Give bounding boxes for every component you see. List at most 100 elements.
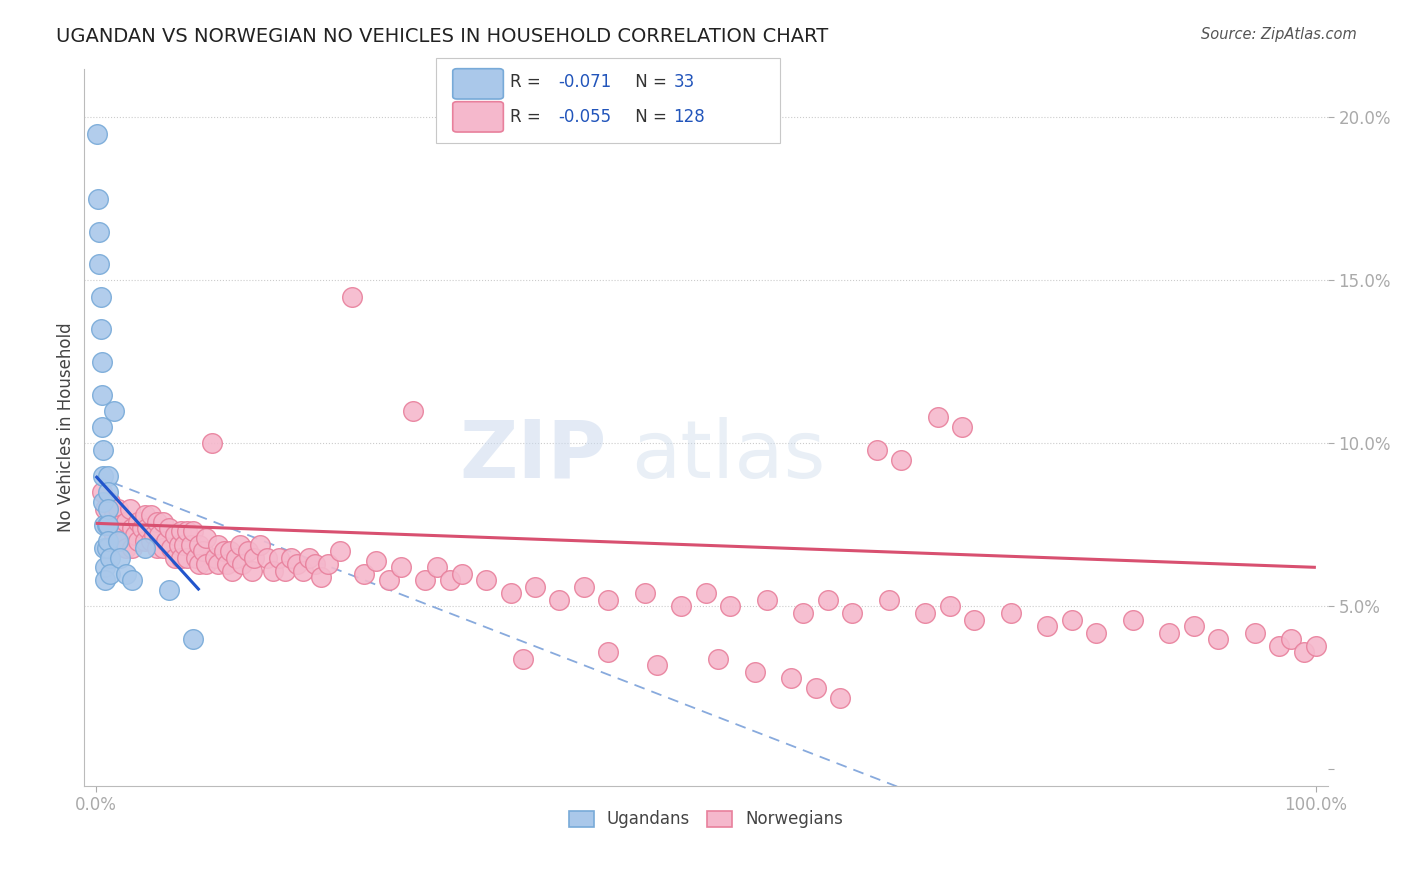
Point (512, 651, 534, 665)
Point (98, 550, 121, 565)
Point (671, 599, 693, 614)
Point (402, 404, 425, 418)
Text: UGANDAN VS NORWEGIAN NO VEHICLES IN HOUSEHOLD CORRELATION CHART: UGANDAN VS NORWEGIAN NO VEHICLES IN HOUS… (56, 27, 828, 45)
Point (755, 593, 778, 607)
Point (118, 501, 141, 516)
Text: R =: R = (510, 73, 547, 91)
Point (97, 501, 120, 516)
Point (963, 613, 986, 627)
Point (1244, 625, 1267, 640)
Point (157, 521, 180, 535)
Point (134, 508, 156, 523)
Point (107, 501, 129, 516)
Point (163, 550, 186, 565)
Point (292, 564, 315, 578)
Point (1292, 645, 1315, 659)
Point (121, 541, 143, 555)
Point (93, 541, 115, 555)
Point (157, 583, 180, 598)
Point (94, 574, 117, 588)
Point (890, 452, 912, 467)
Point (176, 550, 198, 565)
Point (280, 550, 302, 565)
Point (267, 550, 290, 565)
Point (204, 550, 226, 565)
Point (499, 586, 522, 600)
Point (707, 651, 730, 665)
Point (103, 404, 125, 418)
Text: -0.071: -0.071 (558, 73, 612, 91)
Point (366, 554, 388, 568)
Point (87, 192, 110, 206)
Point (155, 534, 177, 549)
Point (340, 290, 363, 304)
Point (426, 560, 449, 574)
Point (212, 544, 235, 558)
Point (353, 566, 375, 581)
Point (90, 322, 112, 336)
Point (184, 550, 207, 565)
Point (148, 527, 170, 541)
Point (219, 544, 242, 558)
Point (927, 410, 949, 425)
Point (90, 420, 112, 434)
Point (939, 599, 962, 614)
Point (228, 537, 250, 551)
Point (243, 550, 266, 565)
Point (207, 537, 229, 551)
Point (1122, 613, 1144, 627)
Point (93, 518, 115, 533)
Point (127, 515, 149, 529)
Text: Source: ZipAtlas.com: Source: ZipAtlas.com (1201, 27, 1357, 42)
Point (108, 550, 131, 565)
Point (91, 469, 114, 483)
Point (225, 550, 247, 565)
Point (439, 574, 461, 588)
Point (90, 485, 112, 500)
Text: ZIP: ZIP (458, 417, 606, 495)
Point (1305, 639, 1327, 653)
Point (217, 557, 239, 571)
Point (780, 671, 803, 685)
Text: R =: R = (510, 108, 547, 126)
Point (183, 524, 205, 539)
Point (240, 564, 263, 578)
Point (96, 541, 118, 555)
Point (90, 290, 112, 304)
Point (865, 442, 887, 457)
Point (645, 658, 668, 673)
Point (1060, 613, 1083, 627)
Point (389, 560, 412, 574)
Y-axis label: No Vehicles in Household: No Vehicles in Household (58, 322, 75, 532)
Point (194, 557, 217, 571)
Point (170, 550, 193, 565)
Text: -0.055: -0.055 (558, 108, 612, 126)
Point (1206, 632, 1229, 646)
Point (238, 544, 260, 558)
Point (298, 550, 321, 565)
Point (718, 599, 741, 614)
Point (695, 586, 717, 600)
Point (107, 534, 129, 549)
Point (115, 566, 138, 581)
Point (329, 544, 352, 558)
Point (134, 534, 156, 549)
Point (1182, 619, 1205, 633)
Point (89, 257, 111, 271)
Point (1268, 639, 1291, 653)
Point (804, 681, 827, 695)
Point (828, 690, 851, 705)
Point (183, 632, 205, 646)
Point (145, 515, 167, 529)
Point (598, 593, 620, 607)
Point (523, 580, 546, 594)
Point (160, 541, 183, 555)
Point (598, 645, 620, 659)
Legend: Ugandans, Norwegians: Ugandans, Norwegians (562, 804, 849, 835)
Point (90, 355, 112, 369)
Point (1281, 632, 1303, 646)
Point (163, 527, 186, 541)
Point (97, 534, 120, 549)
Point (111, 534, 134, 549)
Point (194, 531, 217, 545)
